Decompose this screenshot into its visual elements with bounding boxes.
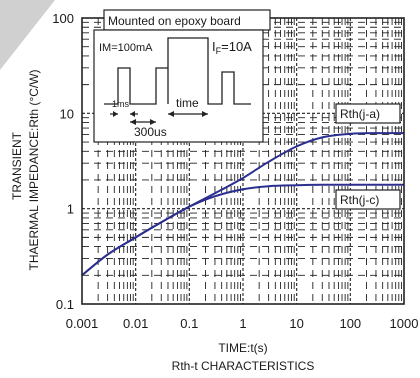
time-arrowhead-left <box>168 111 174 117</box>
if-suffix: =10A <box>221 39 252 54</box>
if-subscript: F <box>216 46 222 56</box>
tick-labels: 0.001 0.01 0.1 1 10 100 1000 0.1 1 10 100 <box>52 11 418 331</box>
x-tick-label: 1000 <box>390 316 419 331</box>
curve-rth-jc <box>81 183 404 277</box>
period-label: 300us <box>134 125 167 139</box>
im-label: IM=100mA <box>99 42 153 54</box>
if-prefix: I <box>212 39 216 54</box>
period-arrowhead-right <box>150 119 156 125</box>
x-tick-label: 0.1 <box>180 316 198 331</box>
period-arrowhead-left <box>130 119 136 125</box>
y-axis-label-line1: TRANSIENT <box>10 131 24 200</box>
chart-caption: Rth-t CHARACTERISTICS <box>172 359 315 373</box>
if-label: IF=10A <box>212 39 252 56</box>
y-tick-label: 0.1 <box>56 297 74 312</box>
series-label-box-ja <box>335 103 401 124</box>
x-tick-label: 10 <box>289 316 303 331</box>
y-axis-label-line2: THAERMAL IMPEDANCE:Rth (°C/W) <box>27 69 41 270</box>
time-arrowhead-right <box>202 111 208 117</box>
time-label: time <box>176 96 199 110</box>
corner-decoration <box>0 0 55 70</box>
x-axis-label: TIME:t(s) <box>218 341 267 355</box>
x-tick-label: 100 <box>339 316 361 331</box>
curves <box>81 132 405 277</box>
series-label-ja: Rth(j-a) <box>340 107 380 121</box>
pulse-diagram-box <box>93 29 264 143</box>
board-label: Mounted on epoxy board <box>108 14 241 28</box>
pulse-width-label: 1ms <box>112 99 130 109</box>
ms-arrowhead-right <box>130 111 135 117</box>
x-tick-label: 1 <box>239 316 246 331</box>
x-tick-label: 0.001 <box>66 316 99 331</box>
ms-arrowhead-left <box>113 111 118 117</box>
x-tick-label: 0.01 <box>123 316 148 331</box>
y-tick-label: 1 <box>67 202 74 217</box>
series-label-box-jc <box>335 189 401 210</box>
pulse-waveform <box>104 37 251 105</box>
y-tick-label: 10 <box>60 106 74 121</box>
y-tick-label: 100 <box>52 11 74 26</box>
series-label-jc: Rth(j-c) <box>340 193 379 207</box>
